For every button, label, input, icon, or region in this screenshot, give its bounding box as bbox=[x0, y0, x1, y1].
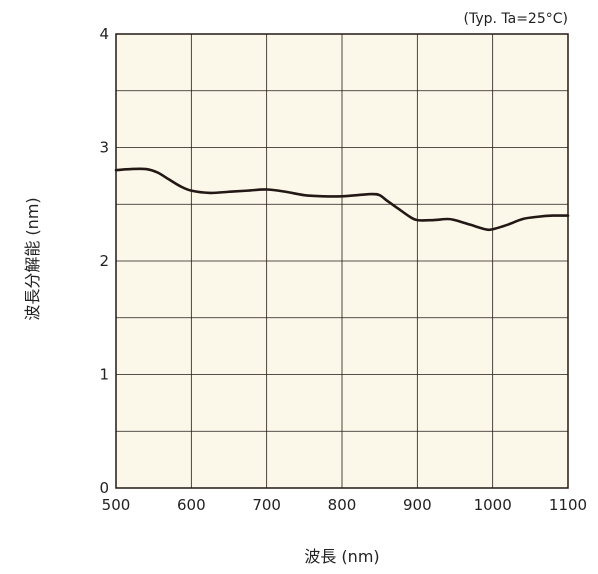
y-tick-label: 4 bbox=[99, 25, 109, 43]
series-line bbox=[114, 167, 570, 232]
x-tick-label: 700 bbox=[252, 496, 281, 514]
chart-annotation: (Typ. Ta=25°C) bbox=[463, 11, 568, 27]
x-tick-label: 1100 bbox=[549, 496, 587, 514]
x-tick-label: 500 bbox=[102, 496, 131, 514]
y-tick-label: 2 bbox=[99, 252, 109, 270]
y-tick-label: 1 bbox=[99, 366, 109, 384]
x-tick-labels: 500 600 700 800 900 1000 1100 bbox=[102, 496, 587, 514]
plot-frame bbox=[115, 33, 569, 489]
y-tick-labels: 0 1 2 3 4 bbox=[99, 25, 109, 497]
y-axis-label: 波長分解能 (nm) bbox=[23, 197, 42, 320]
gridlines bbox=[116, 34, 568, 488]
x-tick-label: 900 bbox=[403, 496, 432, 514]
x-tick-label: 800 bbox=[328, 496, 357, 514]
y-tick-label: 3 bbox=[99, 139, 109, 157]
x-tick-label: 1000 bbox=[474, 496, 512, 514]
y-tick-label: 0 bbox=[99, 479, 109, 497]
x-axis-label: 波長 (nm) bbox=[304, 547, 379, 566]
x-tick-label: 600 bbox=[177, 496, 206, 514]
